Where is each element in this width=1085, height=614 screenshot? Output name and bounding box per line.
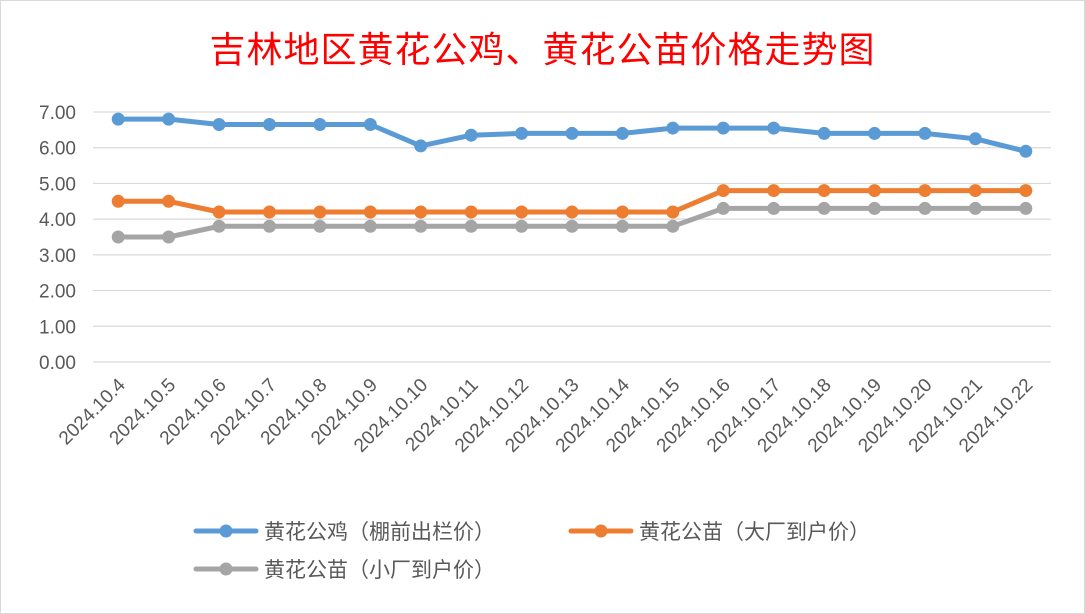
- data-point: [868, 126, 882, 140]
- data-point: [615, 126, 629, 140]
- data-point: [363, 219, 377, 233]
- data-point: [565, 219, 579, 233]
- data-point: [968, 184, 982, 198]
- data-point: [666, 219, 680, 233]
- data-point: [162, 230, 176, 244]
- data-point: [817, 201, 831, 215]
- data-point: [615, 219, 629, 233]
- y-axis-ticks: 0.00 1.00 2.00 3.00 4.00 5.00 6.00 7.00: [39, 103, 76, 374]
- data-point: [414, 205, 428, 219]
- data-point: [313, 219, 327, 233]
- data-point: [313, 205, 327, 219]
- data-point: [515, 205, 529, 219]
- data-point: [868, 184, 882, 198]
- y-tick-label: 2.00: [39, 282, 76, 303]
- y-tick-label: 6.00: [39, 139, 76, 160]
- series: [111, 112, 1033, 158]
- data-point: [918, 126, 932, 140]
- legend-label: 黄花公鸡（棚前出栏价）: [264, 520, 495, 544]
- data-point: [464, 219, 478, 233]
- legend-label: 黄花公苗（大厂到户价）: [639, 520, 870, 544]
- data-point: [212, 118, 226, 131]
- data-point: [515, 219, 529, 233]
- data-point: [716, 121, 730, 135]
- data-point: [716, 201, 730, 215]
- data-point: [414, 219, 428, 233]
- data-point: [111, 230, 125, 244]
- data-point: [968, 201, 982, 215]
- data-point: [968, 132, 982, 146]
- legend-swatch-marker: [219, 562, 233, 576]
- series: [111, 184, 1033, 219]
- legend-item: 黄花公苗（大厂到户价）: [568, 520, 870, 544]
- data-point: [1019, 144, 1033, 158]
- data-point: [414, 139, 428, 153]
- data-point: [918, 184, 932, 198]
- data-point: [162, 112, 176, 126]
- legend-swatch-marker: [594, 524, 608, 538]
- data-point: [868, 201, 882, 215]
- legend-item: 黄花公苗（小厂到户价）: [193, 558, 495, 582]
- data-point: [767, 121, 781, 135]
- data-point: [565, 205, 579, 219]
- y-tick-label: 4.00: [39, 210, 76, 231]
- legend-item: 黄花公鸡（棚前出栏价）: [193, 520, 495, 544]
- data-point: [363, 118, 377, 131]
- data-point: [111, 194, 125, 208]
- series: [111, 201, 1033, 244]
- data-point: [615, 205, 629, 219]
- data-point: [515, 126, 529, 140]
- x-axis-ticks: 2024.10.42024.10.52024.10.62024.10.72024…: [55, 374, 1037, 456]
- legend-label: 黄花公苗（小厂到户价）: [264, 558, 495, 582]
- data-point: [262, 219, 276, 233]
- data-point: [262, 118, 276, 131]
- data-point: [918, 201, 932, 215]
- legend: 黄花公鸡（棚前出栏价） 黄花公苗（大厂到户价） 黄花公苗（小厂到户价）: [193, 520, 870, 582]
- y-tick-label: 3.00: [39, 246, 76, 267]
- legend-swatch-marker: [219, 524, 233, 538]
- y-tick-label: 1.00: [39, 317, 76, 338]
- data-point: [666, 121, 680, 135]
- data-point: [313, 118, 327, 131]
- data-point: [1019, 184, 1033, 198]
- data-point: [666, 205, 680, 219]
- grid-lines: [93, 111, 1051, 363]
- data-point: [817, 184, 831, 198]
- y-tick-label: 7.00: [39, 103, 76, 124]
- data-point: [464, 128, 478, 142]
- data-point: [1019, 201, 1033, 215]
- data-point: [767, 184, 781, 198]
- data-point: [464, 205, 478, 219]
- data-point: [111, 112, 125, 126]
- data-point: [212, 205, 226, 219]
- data-point: [817, 126, 831, 140]
- data-point: [262, 205, 276, 219]
- data-point: [716, 184, 730, 198]
- y-tick-label: 5.00: [39, 174, 76, 195]
- series-lines: [111, 112, 1033, 244]
- y-tick-label: 0.00: [39, 353, 76, 374]
- data-point: [363, 205, 377, 219]
- data-point: [162, 194, 176, 208]
- data-point: [212, 219, 226, 233]
- data-point: [565, 126, 579, 140]
- chart-title: 吉林地区黄花公鸡、黄花公苗价格走势图: [209, 30, 876, 71]
- data-point: [767, 201, 781, 215]
